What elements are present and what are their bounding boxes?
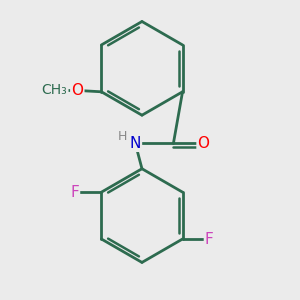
Text: F: F (70, 185, 79, 200)
Text: O: O (197, 136, 209, 151)
Text: CH₃: CH₃ (42, 83, 68, 98)
Text: F: F (205, 232, 214, 247)
Text: N: N (130, 136, 141, 151)
Text: O: O (71, 83, 83, 98)
Text: H: H (118, 130, 127, 143)
